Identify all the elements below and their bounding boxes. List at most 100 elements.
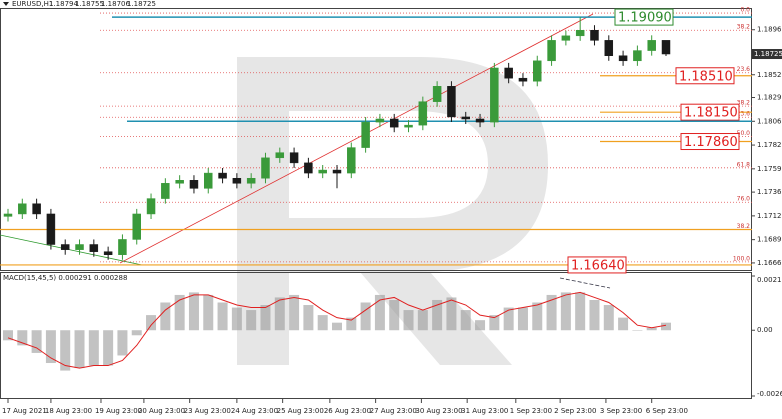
x-tick-label: 1 Sep 23:00 xyxy=(510,407,552,415)
fib-label: 76.0 xyxy=(737,196,751,203)
candle-body xyxy=(46,213,56,245)
candle-body xyxy=(232,177,242,184)
macd-bar xyxy=(589,299,600,331)
x-tick-label: 25 Aug 23:00 xyxy=(277,407,324,415)
macd-bar xyxy=(575,292,586,331)
candle-body xyxy=(490,67,499,123)
fib-label: 0.0 xyxy=(740,7,750,14)
macd-bar xyxy=(174,294,185,331)
macd-bar xyxy=(661,322,671,331)
x-tick-label: 30 Aug 23:00 xyxy=(415,407,462,415)
y-tick-label: 1.18060 xyxy=(757,117,782,125)
fib-label: 100.0 xyxy=(733,255,750,262)
candle-body xyxy=(89,244,99,252)
candle-body xyxy=(389,118,399,128)
candle-body xyxy=(447,86,456,118)
trend-line xyxy=(0,234,143,266)
x-tick-label: 6 Sep 23:00 xyxy=(646,407,688,415)
annotation-text: 1.18510 xyxy=(679,69,733,84)
x-tick-label: 31 Aug 23:00 xyxy=(461,407,508,415)
macd-bar xyxy=(446,297,457,331)
annotation-text: 1.16640 xyxy=(571,258,625,273)
macd-bar xyxy=(546,294,557,331)
macd-bar xyxy=(203,294,214,331)
y-tick-label: 1.17125 xyxy=(757,212,782,220)
fib-label: 61.8 xyxy=(737,161,751,168)
candle-body xyxy=(332,169,342,174)
macd-bar xyxy=(460,310,471,331)
macd-bar xyxy=(389,299,400,331)
candle-body xyxy=(647,40,656,51)
fib-label: 38.2 xyxy=(737,223,751,230)
candle-body xyxy=(60,244,70,250)
divergence-line xyxy=(559,277,611,289)
header-symbol: EURUSD,H1 xyxy=(12,0,53,8)
candle-body xyxy=(618,55,628,62)
candle-body xyxy=(275,152,285,159)
macd-bar xyxy=(74,330,85,369)
y-tick-label: 1.17825 xyxy=(757,141,782,149)
annotation-box xyxy=(614,8,674,26)
fib-label: 38.2 xyxy=(737,24,751,31)
trend-line xyxy=(119,13,594,264)
macd-bar xyxy=(618,317,629,331)
annotation-box xyxy=(675,67,735,85)
x-tick-label: 3 Sep 23:00 xyxy=(600,407,642,415)
candle-body xyxy=(261,157,270,179)
macd-bar xyxy=(246,310,257,331)
y-tick-label: 1.18520 xyxy=(757,71,782,79)
macd-title: MACD(15,45,5) 0.000291 0.000288 xyxy=(3,274,127,282)
x-tick-label: 19 Aug 23:00 xyxy=(95,407,142,415)
macd-bar xyxy=(517,307,528,331)
header-value: 1.18725 xyxy=(127,0,156,8)
candle-body xyxy=(32,203,41,215)
macd-y-tick-label: 0.00 xyxy=(757,326,773,334)
candle-body xyxy=(189,180,199,189)
y-tick-label: 1.18965 xyxy=(757,26,782,34)
macd-bar xyxy=(632,330,643,331)
candle-body xyxy=(18,203,27,215)
annotation-box xyxy=(680,103,740,121)
fib-label: 23.6 xyxy=(737,111,751,118)
candle-body xyxy=(218,172,227,179)
menu-arrow xyxy=(3,2,9,6)
annotation-box xyxy=(680,133,740,151)
macd-bar xyxy=(475,320,486,331)
macd-bar xyxy=(332,322,342,331)
x-tick-label: 23 Aug 23:00 xyxy=(184,407,231,415)
macd-bar xyxy=(231,307,242,331)
x-tick-label: 2 Sep 23:00 xyxy=(554,407,596,415)
macd-bar xyxy=(289,294,300,331)
candle-body xyxy=(661,40,671,55)
macd-bar xyxy=(60,330,71,371)
macd-y-tick-label: -0.002608 xyxy=(757,390,782,398)
candle-body xyxy=(561,35,571,41)
macd-bar xyxy=(160,302,171,331)
y-tick-label: 1.18295 xyxy=(757,94,782,102)
macd-bar xyxy=(117,330,128,356)
candle-body xyxy=(461,116,470,120)
x-tick-label: 27 Aug 23:00 xyxy=(370,407,417,415)
fib-label: 38.2 xyxy=(737,100,751,107)
macd-bar xyxy=(303,305,314,331)
candle-body xyxy=(3,213,13,217)
macd-bar xyxy=(489,315,500,331)
candle-body xyxy=(604,40,614,56)
macd-bar xyxy=(317,315,328,331)
candle-body xyxy=(533,60,542,82)
fib-label: 50.0 xyxy=(737,130,751,137)
candle-body xyxy=(375,118,385,123)
annotation-text: 1.17860 xyxy=(684,135,738,150)
macd-bar xyxy=(560,292,571,331)
candle-body xyxy=(504,67,513,79)
macd-signal xyxy=(7,291,667,369)
candle-body xyxy=(146,198,156,215)
candle-body xyxy=(361,121,370,148)
macd-bar xyxy=(274,297,285,331)
candle-body xyxy=(575,29,585,37)
annotation-text: 1.19090 xyxy=(618,11,672,26)
macd-bar xyxy=(417,310,428,331)
annotation-box xyxy=(567,256,627,274)
